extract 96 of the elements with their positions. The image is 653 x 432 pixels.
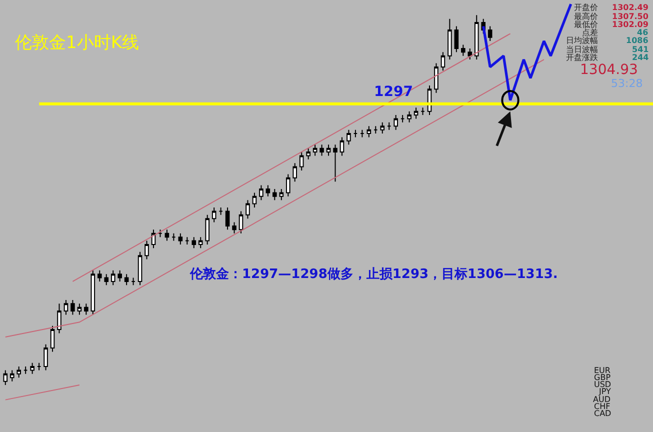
text: 244 <box>632 53 650 62</box>
text: JPY <box>598 387 612 396</box>
candlestick <box>346 129 351 146</box>
candlestick <box>366 126 372 138</box>
candlestick <box>246 200 250 220</box>
candlestick <box>192 236 196 249</box>
candlestick <box>185 236 190 245</box>
candlestick <box>164 229 170 242</box>
text: EUR <box>594 366 611 375</box>
candlestick <box>407 110 412 123</box>
candlestick <box>10 370 14 382</box>
candlestick <box>104 274 109 286</box>
text: 伦敦金1小时K线 <box>15 32 139 53</box>
annotation: 当日波幅 <box>566 45 598 54</box>
candlestick <box>57 303 62 334</box>
text: 点差 <box>582 28 598 37</box>
candlestick <box>488 26 492 42</box>
candlestick <box>440 52 446 72</box>
annotation: 日均波幅 <box>566 36 598 45</box>
candlestick <box>434 62 438 94</box>
candlestick <box>212 206 216 223</box>
candlestick <box>172 232 176 242</box>
text: USD <box>594 380 612 389</box>
text: 开盘价 <box>574 3 598 12</box>
candlestick <box>360 129 364 138</box>
candlestick <box>461 44 466 56</box>
candlestick <box>238 210 244 234</box>
candlestick <box>468 48 472 60</box>
candlestick <box>23 366 28 374</box>
candlestick <box>205 214 210 245</box>
candlestick <box>286 174 290 197</box>
candlestick <box>225 206 230 230</box>
candlestick <box>131 277 136 286</box>
candlestick <box>50 325 55 352</box>
annotation: 最高价 <box>574 12 598 21</box>
candlestick <box>30 362 34 374</box>
candlestick <box>279 188 284 201</box>
candlestick <box>158 229 162 238</box>
candlestick <box>373 126 378 134</box>
candlestick <box>84 303 88 316</box>
text: 1086 <box>626 36 649 45</box>
candlestick <box>70 299 75 316</box>
text: 1302.09 <box>612 20 649 29</box>
candlestick <box>333 144 338 182</box>
candlestick <box>299 152 304 172</box>
candlestick <box>36 362 42 371</box>
text: CHF <box>594 402 611 411</box>
candlestick <box>118 270 122 282</box>
text: 46 <box>637 28 649 37</box>
text: GBP <box>594 373 611 382</box>
candlestick <box>353 129 358 138</box>
candlestick <box>90 270 96 316</box>
candlestick <box>97 270 102 282</box>
candlestick <box>218 206 223 216</box>
candlestick <box>110 270 116 286</box>
text: 1304.93 <box>580 62 638 78</box>
candlestick <box>16 366 21 378</box>
annotation: 伦敦金：1297—1298做多，止损1293，目标1306—1313. <box>189 266 558 282</box>
candlestick <box>400 114 405 123</box>
text: CAD <box>594 409 612 418</box>
candlestick <box>448 18 452 60</box>
candlestick <box>326 144 331 156</box>
annotation: 1297 <box>374 84 413 100</box>
candlestick <box>320 144 324 156</box>
candlestick <box>380 122 385 134</box>
candlestick <box>77 303 82 316</box>
candlestick <box>292 162 298 182</box>
text: 1302.49 <box>612 3 649 12</box>
candlestick <box>259 184 264 201</box>
candlestick <box>306 148 310 160</box>
candlestick <box>474 14 479 60</box>
text: 541 <box>632 45 650 54</box>
candlestick <box>252 192 257 208</box>
text: AUD <box>593 395 610 404</box>
candlestick <box>266 184 270 197</box>
candlestick <box>44 344 48 371</box>
text: 53:28 <box>611 77 643 90</box>
candlestick <box>178 232 183 245</box>
candlestick <box>454 26 459 53</box>
candlestick <box>64 299 68 316</box>
candlestick <box>3 370 8 386</box>
candlestick <box>394 114 398 130</box>
annotation: 开盘涨跌 <box>566 53 598 62</box>
annotation: 最低价 <box>574 20 598 29</box>
text: 1307.50 <box>612 12 649 21</box>
candlestick <box>232 222 236 234</box>
candlestick <box>312 144 318 156</box>
candlestick <box>414 107 418 120</box>
candlestick <box>386 122 392 130</box>
candlestick <box>138 251 142 286</box>
candlestick <box>340 136 344 156</box>
candlestick <box>198 236 203 249</box>
candlestick <box>124 274 129 286</box>
candlestick <box>144 240 149 260</box>
candlestick <box>420 107 425 116</box>
candlestick <box>272 188 277 201</box>
